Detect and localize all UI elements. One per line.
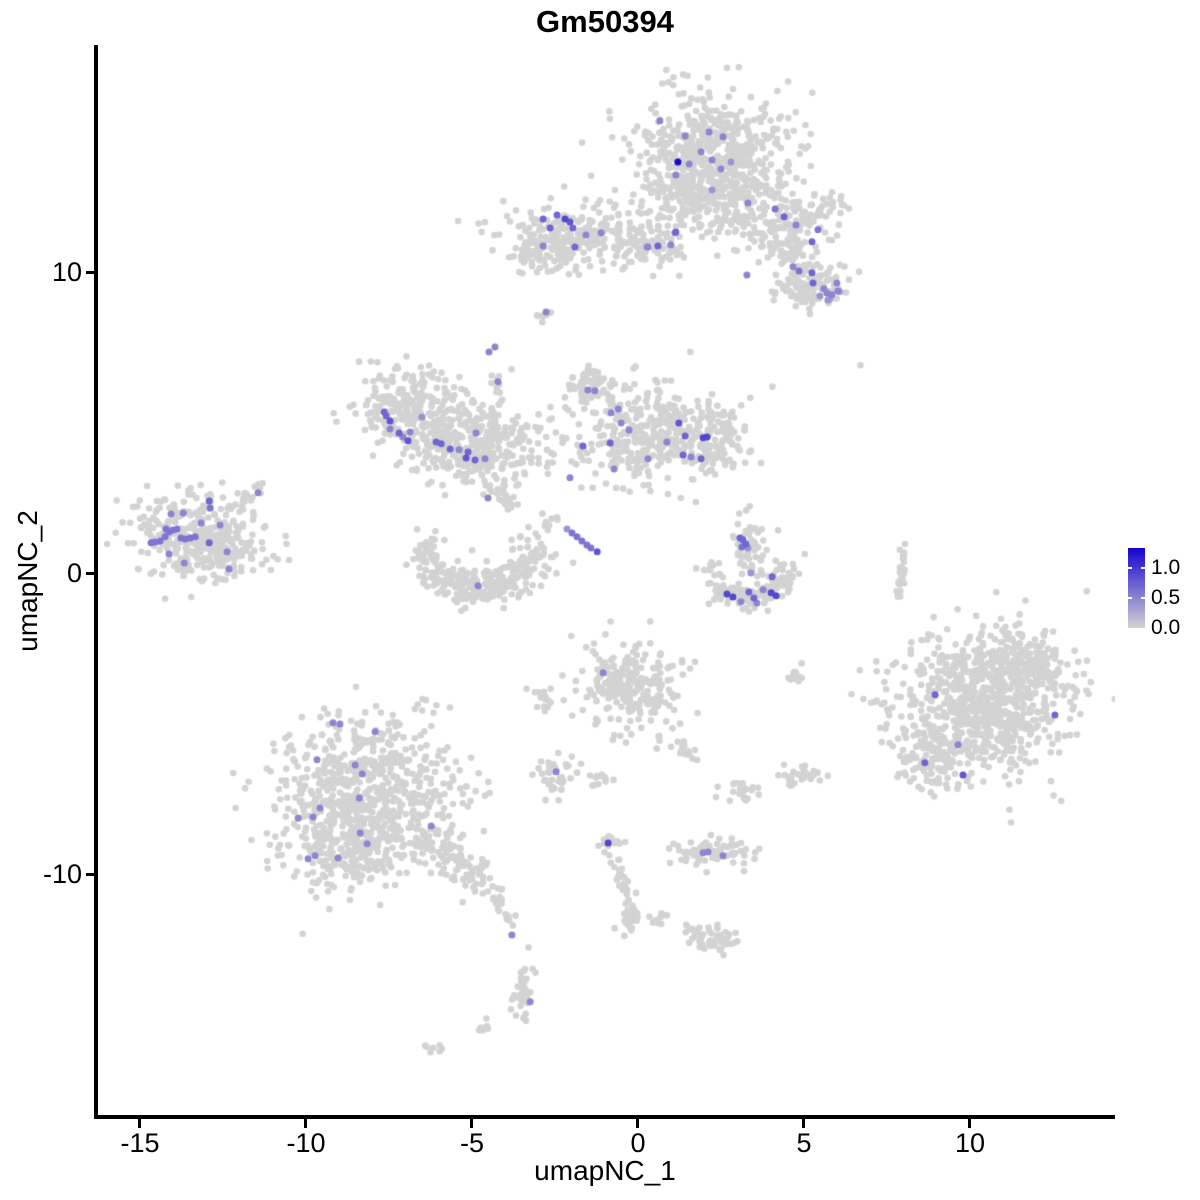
legend-notch: [1128, 567, 1132, 569]
y-tick-mark: [86, 873, 95, 876]
legend-tick-label: 0.0: [1151, 616, 1181, 639]
plot-title: Gm50394: [536, 4, 674, 39]
x-axis-title: umapNC_1: [534, 1155, 676, 1186]
y-tick-label: -10: [42, 859, 82, 889]
x-tick-mark: [304, 1119, 307, 1128]
x-axis-line: [94, 1115, 1115, 1119]
y-tick-mark: [86, 572, 95, 575]
x-tick-label: -5: [459, 1128, 485, 1158]
y-tick-label: 0: [66, 558, 82, 588]
y-axis-line: [94, 45, 98, 1119]
x-tick-label: -10: [286, 1128, 326, 1158]
y-tick-label: 10: [51, 257, 82, 287]
legend-notch: [1141, 597, 1145, 599]
x-tick-mark: [636, 1119, 639, 1128]
x-tick-label: 10: [954, 1128, 986, 1158]
legend-colorbar: [1128, 548, 1145, 628]
legend-tick-label: 0.5: [1151, 586, 1181, 609]
y-axis-title: umapNC_2: [12, 510, 43, 652]
legend-notch: [1141, 567, 1145, 569]
legend-tick-label: 1.0: [1151, 556, 1181, 579]
x-tick-mark: [470, 1119, 473, 1128]
x-tick-label: 5: [796, 1128, 812, 1158]
x-tick-mark: [968, 1119, 971, 1128]
x-tick-mark: [138, 1119, 141, 1128]
x-tick-mark: [802, 1119, 805, 1128]
x-tick-label: 0: [630, 1128, 646, 1158]
legend-notch: [1128, 597, 1132, 599]
y-tick-mark: [86, 271, 95, 274]
expression-legend: 1.0 0.5 0.0: [1122, 540, 1200, 640]
x-tick-label: -15: [120, 1128, 160, 1158]
